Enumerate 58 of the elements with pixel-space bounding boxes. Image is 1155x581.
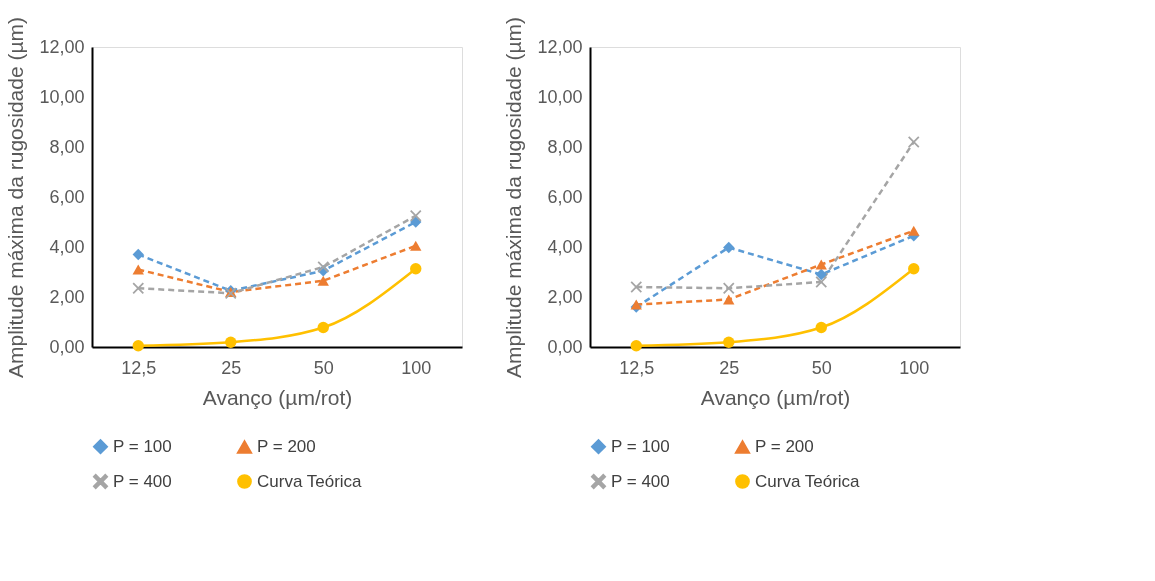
x-axis-title: Avanço (µm/rot) bbox=[202, 385, 353, 409]
point bbox=[132, 282, 144, 294]
y-tick-label: 4,00 bbox=[547, 236, 583, 257]
x-tick-label: 25 bbox=[719, 357, 740, 378]
point bbox=[317, 261, 329, 273]
point bbox=[723, 294, 735, 305]
x-tick-label: 100 bbox=[899, 357, 930, 378]
point bbox=[317, 275, 329, 286]
y-axis-title: Amplitude máxima da rugosidade (µm) bbox=[4, 16, 28, 379]
point bbox=[723, 336, 735, 348]
y-tick-label: 6,00 bbox=[547, 186, 583, 207]
y-tick-label: 12,00 bbox=[39, 36, 85, 57]
legend-label: P = 100 bbox=[611, 436, 670, 456]
y-tick-label: 2,00 bbox=[49, 286, 85, 307]
y-tick-label: 6,00 bbox=[49, 186, 85, 207]
x-tick-label: 12,5 bbox=[121, 357, 157, 378]
point bbox=[132, 248, 144, 261]
x-tick-label: 50 bbox=[313, 357, 334, 378]
legend-label: P = 400 bbox=[611, 471, 670, 491]
point bbox=[815, 268, 827, 281]
x-tick-label: 50 bbox=[811, 357, 832, 378]
point bbox=[410, 240, 422, 251]
y-tick-label: 4,00 bbox=[49, 236, 85, 257]
legend-label: P = 200 bbox=[755, 437, 814, 457]
point bbox=[317, 321, 329, 334]
point bbox=[630, 340, 642, 352]
point bbox=[410, 210, 422, 222]
y-tick-label: 12,00 bbox=[537, 36, 583, 57]
point bbox=[815, 321, 827, 334]
point bbox=[908, 225, 920, 236]
legend-label: Curva Teórica bbox=[257, 471, 363, 491]
point bbox=[908, 136, 920, 148]
legend-label: P = 100 bbox=[113, 436, 172, 456]
point bbox=[132, 264, 144, 275]
y-tick-label: 0,00 bbox=[49, 336, 85, 357]
y-tick-label: 2,00 bbox=[547, 286, 583, 307]
y-tick-label: 10,00 bbox=[537, 86, 583, 107]
y-axis-title: Amplitude máxima da rugosidade (µm) bbox=[502, 16, 526, 379]
x-tick-label: 25 bbox=[221, 357, 242, 378]
y-tick-label: 8,00 bbox=[49, 136, 85, 157]
y-tick-label: 10,00 bbox=[39, 86, 85, 107]
legend-label: P = 200 bbox=[257, 437, 316, 457]
point bbox=[132, 340, 144, 352]
x-axis-title: Avanço (µm/rot) bbox=[700, 385, 851, 409]
point bbox=[410, 263, 422, 275]
point bbox=[723, 241, 735, 254]
point bbox=[815, 276, 827, 288]
point bbox=[908, 263, 920, 275]
legend-label: P = 400 bbox=[113, 471, 172, 491]
point bbox=[723, 282, 735, 294]
y-tick-label: 0,00 bbox=[547, 336, 583, 357]
y-tick-label: 8,00 bbox=[547, 136, 583, 157]
x-tick-label: 12,5 bbox=[619, 357, 655, 378]
x-tick-label: 100 bbox=[401, 357, 432, 378]
point bbox=[815, 259, 827, 270]
point bbox=[225, 336, 237, 348]
legend-label: Curva Teórica bbox=[755, 471, 861, 491]
point bbox=[630, 281, 642, 293]
